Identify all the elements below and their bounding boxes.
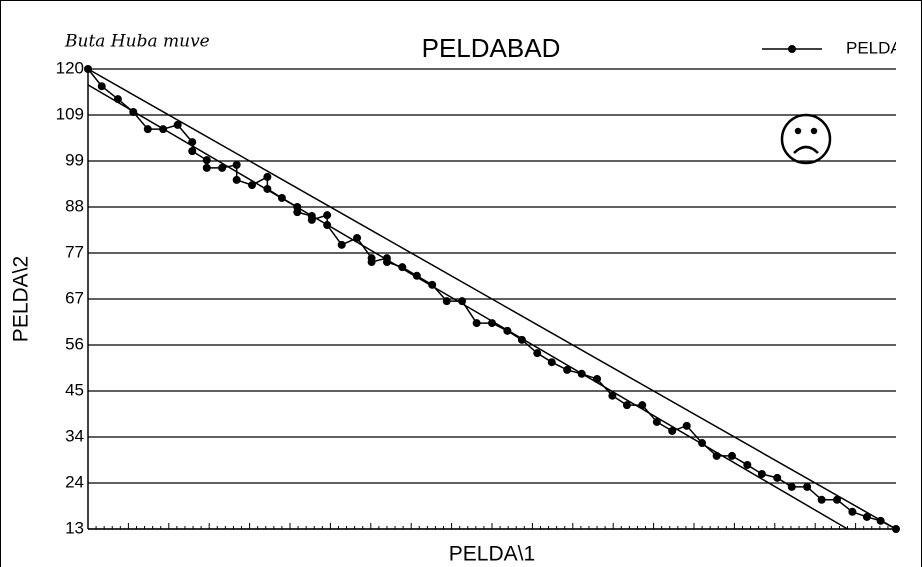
point [367, 258, 376, 267]
point [652, 417, 661, 426]
point [382, 258, 391, 267]
point [202, 156, 211, 165]
point [593, 374, 602, 383]
point [113, 95, 122, 104]
point [293, 208, 302, 217]
point [323, 221, 332, 230]
point [248, 181, 257, 190]
fit-line [87, 84, 848, 530]
point [488, 319, 496, 328]
point [862, 512, 871, 521]
point [622, 401, 631, 410]
legend: PELDA [762, 38, 902, 57]
point [263, 172, 272, 181]
point [353, 233, 362, 242]
point [188, 138, 197, 147]
point [892, 525, 900, 533]
y-tick-label: 99 [65, 150, 84, 169]
y-tick-label: 88 [65, 196, 84, 215]
point [743, 460, 752, 469]
point [159, 125, 168, 134]
point [442, 297, 451, 306]
point [517, 335, 526, 344]
frowny-face [780, 113, 832, 165]
y-tick-label: 56 [65, 334, 84, 353]
point [398, 263, 407, 272]
y-tick-label: 34 [65, 426, 84, 445]
point [668, 426, 677, 435]
y-tick-label: 13 [65, 518, 84, 537]
point [803, 482, 812, 491]
point [188, 147, 197, 156]
point [547, 358, 556, 367]
point [232, 175, 241, 184]
y-tick-label: 77 [65, 242, 84, 261]
point [712, 451, 721, 460]
point [307, 215, 316, 224]
point [458, 297, 467, 306]
y-tick-label: 67 [65, 288, 84, 307]
point [773, 473, 782, 482]
point [682, 421, 691, 430]
y-tick-label: 109 [56, 104, 84, 123]
point [577, 369, 586, 378]
x-axis-label: PELDA\1 [449, 543, 535, 566]
y-tick-label: 45 [65, 380, 84, 399]
point [143, 125, 152, 134]
point [84, 65, 92, 73]
point [277, 193, 286, 202]
point [757, 469, 766, 478]
point [263, 184, 272, 193]
y-tick-label: 24 [65, 472, 84, 491]
y-axis-label: PELDA\2 [10, 256, 33, 342]
point [129, 107, 138, 116]
chart-title: PELDABAD [422, 33, 561, 63]
fit-line [87, 68, 897, 530]
point [173, 120, 182, 129]
point [202, 163, 211, 172]
point [638, 401, 647, 410]
point [533, 349, 542, 358]
point [337, 240, 346, 249]
point [876, 516, 885, 525]
point [787, 482, 796, 491]
point [608, 391, 617, 400]
legend-marker [788, 45, 796, 53]
point [727, 451, 736, 460]
legend-label: PELDA [846, 38, 902, 57]
point [848, 507, 857, 516]
point [503, 326, 512, 335]
point [428, 280, 437, 289]
annotation: Buta Huba muve [64, 32, 210, 52]
series-line [87, 68, 897, 530]
point [563, 365, 572, 374]
y-tick-label: 120 [56, 58, 84, 77]
point [232, 160, 241, 169]
point [817, 495, 826, 504]
point [97, 82, 106, 91]
point [698, 439, 707, 448]
point [472, 319, 481, 328]
point [412, 271, 421, 280]
point [833, 495, 842, 504]
point [218, 163, 227, 172]
point [323, 211, 332, 220]
